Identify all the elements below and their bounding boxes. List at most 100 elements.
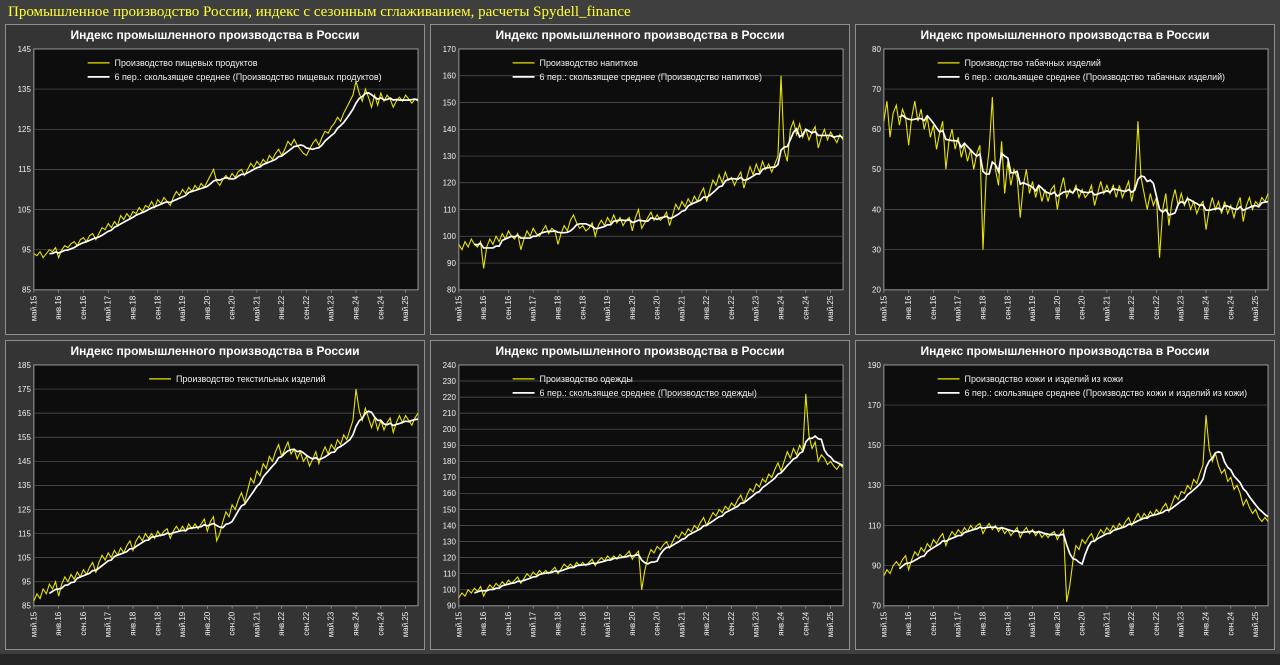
y-tick-label: 115 — [18, 165, 31, 174]
y-tick-label: 230 — [443, 376, 457, 385]
x-tick-label: янв.24 — [1202, 295, 1211, 320]
legend-label: 6 пер.: скользящее среднее (Производство… — [965, 72, 1226, 82]
x-tick-label: май.25 — [1251, 611, 1260, 637]
x-tick-label: янв.20 — [203, 611, 212, 636]
plot-area — [458, 364, 844, 606]
x-tick-label: май.19 — [603, 295, 612, 321]
x-tick-label: сен.16 — [929, 611, 938, 635]
y-tick-label: 130 — [443, 152, 457, 161]
y-tick-label: 130 — [443, 537, 457, 546]
x-tick-label: янв.20 — [628, 295, 637, 320]
y-tick-label: 170 — [443, 473, 457, 482]
x-tick-label: янв.16 — [904, 611, 913, 636]
x-tick-label: сен.18 — [578, 295, 587, 319]
x-tick-label: сен.16 — [929, 295, 938, 319]
series-line — [883, 97, 1269, 258]
y-tick-label: 110 — [443, 205, 456, 214]
x-tick-label: янв.16 — [54, 611, 63, 636]
x-tick-label: янв.24 — [1202, 611, 1211, 636]
x-tick-label: янв.22 — [1127, 295, 1136, 320]
y-tick-label: 50 — [872, 165, 881, 174]
x-tick-label: сен.24 — [1226, 295, 1235, 319]
y-tick-label: 125 — [18, 125, 32, 134]
plot-area — [458, 48, 844, 291]
x-tick-label: сен.20 — [228, 295, 237, 319]
chart-title: Индекс промышленного производства в Росс… — [70, 28, 360, 42]
x-tick-label: сен.22 — [727, 295, 736, 319]
x-tick-label: май.21 — [1102, 611, 1111, 637]
chart-panel-tobacco: Индекс промышленного производства в Росс… — [855, 24, 1275, 335]
legend-label: Производство текстильных изделий — [176, 373, 325, 383]
x-tick-label: янв.22 — [277, 611, 286, 636]
y-tick-label: 140 — [443, 125, 457, 134]
chart-panel-food: Индекс промышленного производства в Росс… — [5, 24, 425, 335]
x-tick-label: май.23 — [1177, 295, 1186, 321]
x-tick-label: май.21 — [252, 611, 261, 637]
y-tick-label: 155 — [18, 433, 32, 442]
x-tick-label: янв.24 — [777, 295, 786, 320]
y-tick-label: 80 — [872, 45, 881, 54]
x-tick-label: май.21 — [252, 295, 261, 321]
x-tick-label: сен.18 — [153, 611, 162, 635]
x-tick-label: май.23 — [752, 611, 761, 637]
x-tick-label: май.19 — [603, 611, 612, 637]
y-tick-label: 110 — [443, 569, 456, 578]
x-tick-label: сен.22 — [302, 611, 311, 635]
y-tick-label: 150 — [443, 505, 457, 514]
x-tick-label: май.25 — [401, 295, 410, 321]
y-tick-label: 120 — [443, 553, 457, 562]
chart-panel-clothing: Индекс промышленного производства в Росс… — [430, 339, 850, 651]
y-tick-label: 210 — [443, 409, 457, 418]
legend-label: Производство табачных изделий — [965, 58, 1101, 68]
x-tick-label: май.21 — [677, 295, 686, 321]
x-tick-label: май.19 — [178, 295, 187, 321]
y-tick-label: 185 — [18, 360, 32, 369]
x-tick-label: янв.18 — [128, 295, 137, 320]
x-tick-label: янв.22 — [277, 295, 286, 320]
x-tick-label: янв.18 — [553, 295, 562, 320]
y-tick-label: 180 — [443, 457, 457, 466]
series-line — [458, 75, 844, 269]
chart-title: Индекс промышленного производства в Росс… — [70, 343, 360, 358]
x-tick-label: май.15 — [879, 295, 888, 321]
y-tick-label: 30 — [872, 245, 881, 254]
x-tick-label: янв.20 — [203, 295, 212, 320]
x-tick-label: май.23 — [327, 611, 336, 637]
x-tick-label: май.15 — [29, 611, 38, 637]
x-tick-label: май.21 — [677, 611, 686, 637]
x-tick-label: янв.18 — [553, 611, 562, 636]
y-tick-label: 145 — [18, 457, 32, 466]
x-tick-label: май.23 — [1177, 611, 1186, 637]
x-tick-label: сен.24 — [376, 295, 385, 319]
x-tick-label: янв.24 — [352, 295, 361, 320]
x-tick-label: сен.24 — [1226, 611, 1235, 635]
y-tick-label: 105 — [18, 553, 32, 562]
chart-panel-beverages: Индекс промышленного производства в Росс… — [430, 24, 850, 335]
legend-label: 6 пер.: скользящее среднее (Производство… — [965, 387, 1248, 397]
y-tick-label: 95 — [22, 245, 31, 254]
x-tick-label: янв.20 — [1053, 611, 1062, 636]
x-tick-label: янв.22 — [1127, 611, 1136, 636]
x-tick-label: сен.18 — [1003, 295, 1012, 319]
plot-svg: 85 95 105 115 125 135 145 155 165 175 185 май.15 янв… — [18, 360, 419, 637]
legend-label: Производство кожи и изделий из кожи — [965, 373, 1123, 383]
chart-panel-leather: Индекс промышленного производства в Росс… — [855, 339, 1275, 651]
x-tick-label: янв.22 — [702, 611, 711, 636]
x-tick-label: сен.16 — [504, 295, 513, 319]
y-tick-label: 105 — [18, 205, 32, 214]
x-tick-label: май.17 — [104, 611, 113, 637]
x-tick-label: сен.20 — [653, 611, 662, 635]
x-tick-label: янв.20 — [628, 611, 637, 636]
plot-svg: 90 100 110 120 130 140 150 160 170 180 190 200 210 22… — [443, 360, 844, 637]
bottom-bar — [0, 654, 1280, 665]
x-tick-label: янв.16 — [904, 295, 913, 320]
x-tick-label: сен.22 — [1152, 611, 1161, 635]
x-tick-label: май.15 — [29, 295, 38, 321]
x-tick-label: янв.18 — [978, 611, 987, 636]
y-tick-label: 120 — [443, 179, 457, 188]
moving-average-line — [474, 434, 844, 594]
x-tick-label: май.25 — [401, 611, 410, 637]
y-tick-label: 85 — [22, 286, 31, 295]
chart-title: Индекс промышленного производства в Росс… — [920, 28, 1210, 42]
x-tick-label: май.25 — [1251, 295, 1260, 321]
